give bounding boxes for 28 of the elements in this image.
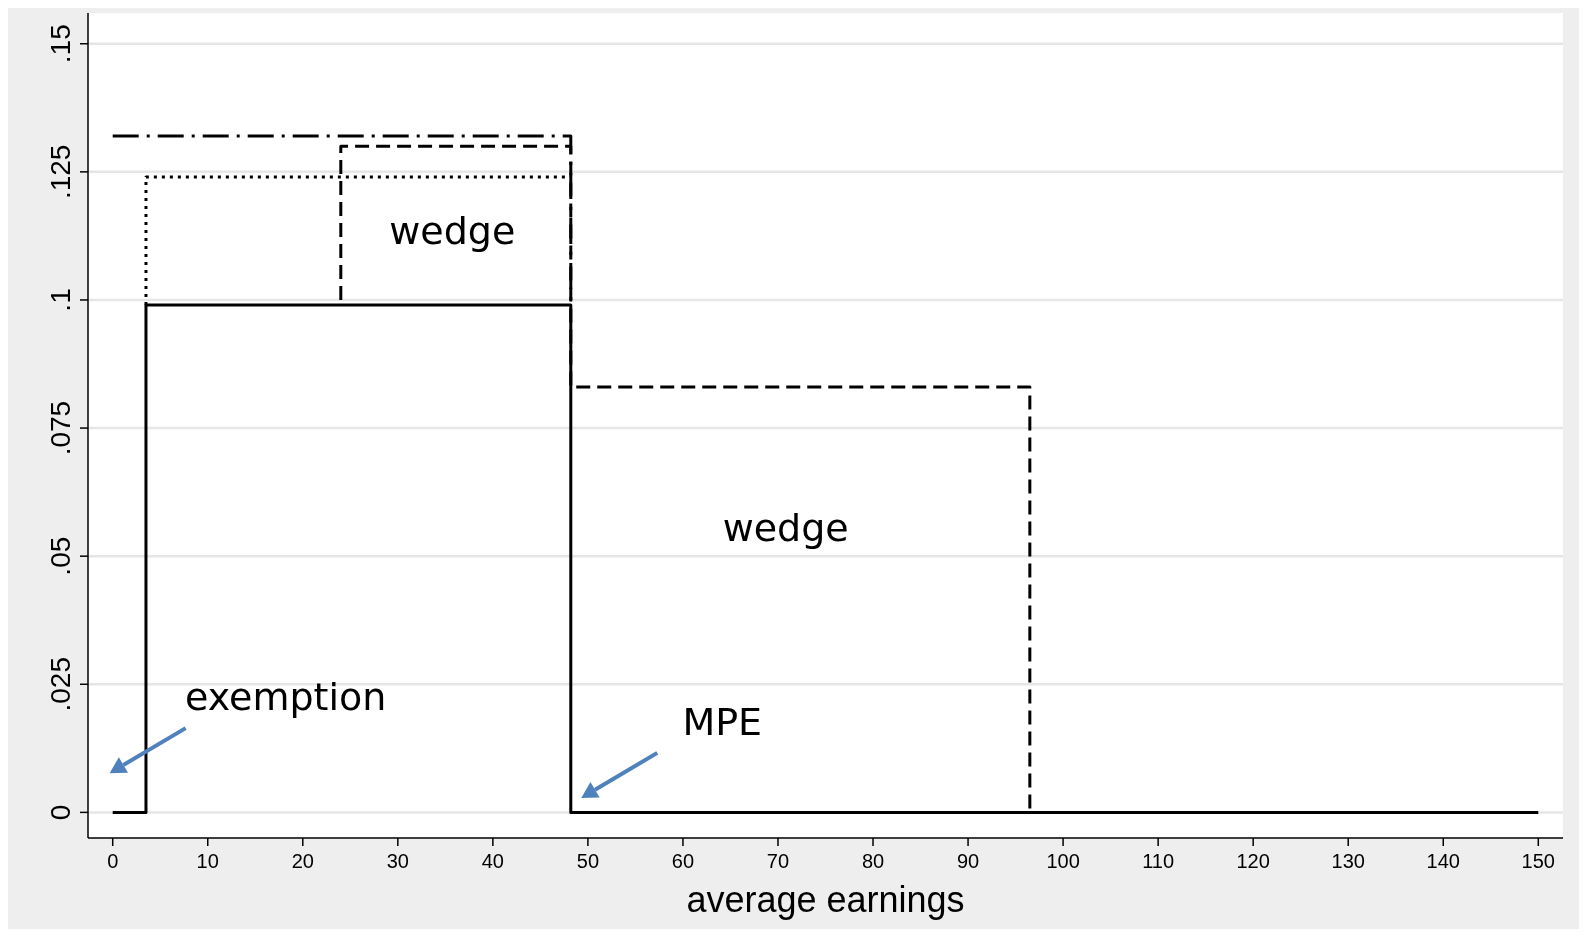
x-tick-label: 120 xyxy=(1236,850,1270,872)
y-tick-label: .15 xyxy=(45,24,76,64)
x-tick-label: 80 xyxy=(861,850,885,872)
x-tick-label: 40 xyxy=(481,850,504,872)
x-axis-title: average earnings xyxy=(686,879,965,920)
y-tick-label: .05 xyxy=(45,536,76,576)
y-tick-label: 0 xyxy=(45,804,76,821)
x-tick-label: 70 xyxy=(766,850,790,872)
x-tick-label: 20 xyxy=(291,850,314,872)
x-tick-label: 140 xyxy=(1426,850,1460,872)
annotation: MPE xyxy=(682,699,763,744)
x-tick-label: 0 xyxy=(107,850,119,872)
x-tick-label: 100 xyxy=(1046,850,1080,872)
x-tick-label: 150 xyxy=(1521,850,1555,872)
x-tick-label: 30 xyxy=(386,850,409,872)
x-tick-label: 130 xyxy=(1331,850,1365,872)
x-tick-label: 50 xyxy=(576,850,600,872)
x-tick-label: 110 xyxy=(1142,850,1175,872)
y-tick-label: .075 xyxy=(45,400,76,456)
annotation: wedge xyxy=(389,209,516,253)
x-tick-label: 10 xyxy=(196,850,219,872)
y-tick-label: .1 xyxy=(45,288,76,312)
x-tick-label: 90 xyxy=(956,850,980,872)
x-tick-label: 60 xyxy=(671,850,695,872)
y-tick-label: .125 xyxy=(45,144,76,200)
annotation: wedge xyxy=(722,506,849,550)
annotation: exemption xyxy=(184,675,387,720)
y-tick-label: .025 xyxy=(45,657,76,712)
